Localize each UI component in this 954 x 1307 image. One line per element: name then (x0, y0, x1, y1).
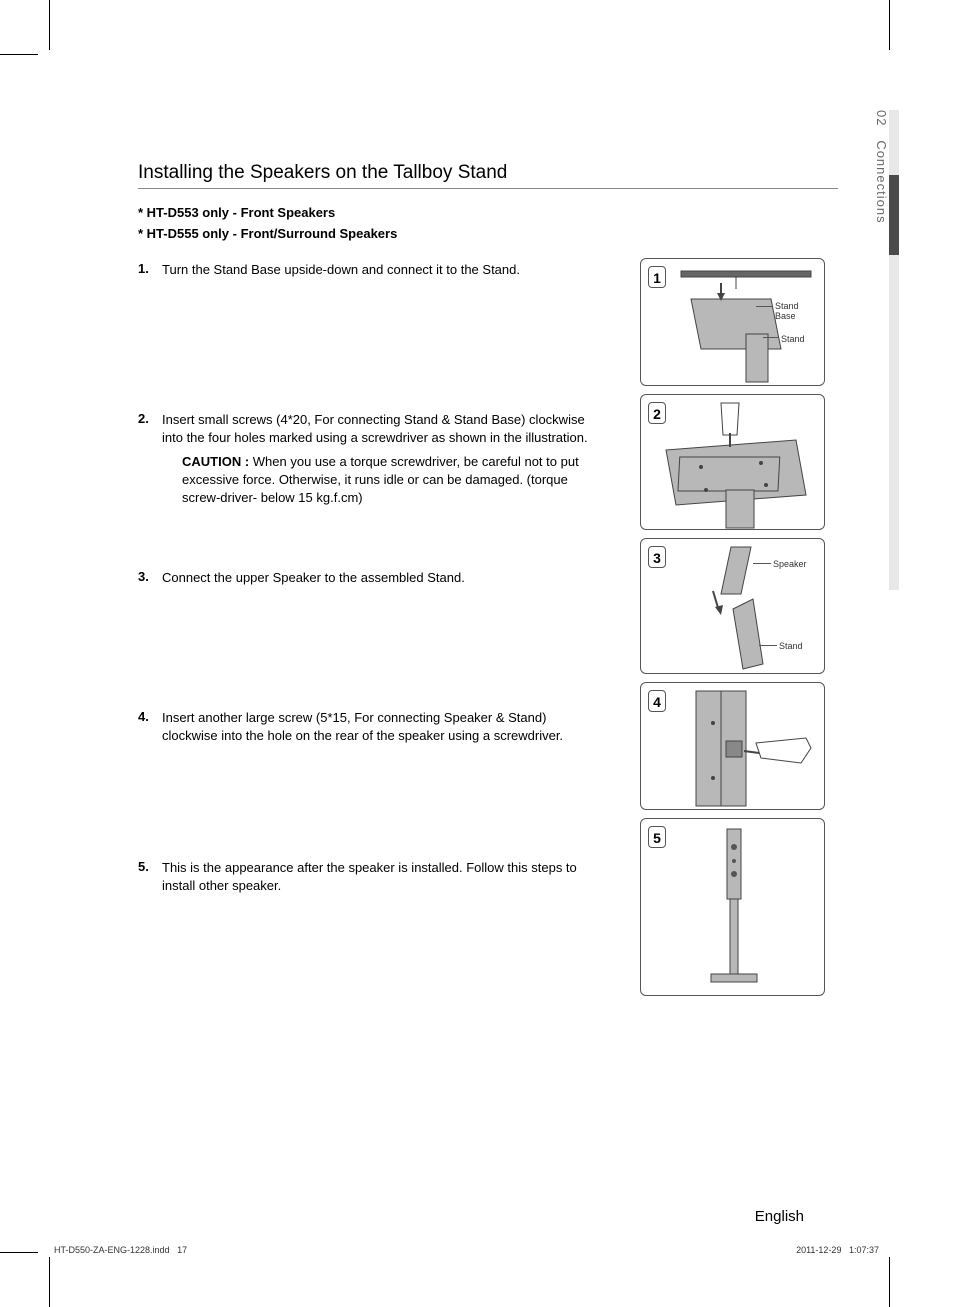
crop-mark (889, 0, 890, 50)
chapter-name: Connections (874, 140, 889, 223)
chapter-number: 02 (874, 110, 889, 126)
diagram-number: 5 (648, 826, 666, 848)
step-number: 4. (138, 709, 162, 724)
diagram-panel: 3 Speaker Stand (640, 538, 825, 674)
diagrams-column: 1 StandBaseStand2 3 SpeakerStand4 (640, 258, 825, 1004)
leader-line (763, 337, 779, 338)
crop-mark (0, 54, 38, 55)
diagram-panel: 1 StandBaseStand (640, 258, 825, 386)
diagram-label: Stand (779, 641, 803, 651)
subnote: * HT-D553 only - Front Speakers (138, 203, 838, 224)
step-number: 5. (138, 859, 162, 874)
diagram-number: 4 (648, 690, 666, 712)
chapter-label: 02 Connections (874, 110, 889, 224)
leader-line (753, 563, 771, 564)
diagram-panel: 5 (640, 818, 825, 996)
section-title: Installing the Speakers on the Tallboy S… (138, 162, 838, 189)
step-text: Insert another large screw (5*15, For co… (162, 709, 602, 745)
subnotes: * HT-D553 only - Front Speakers * HT-D55… (138, 203, 838, 245)
footer-date: 2011-12-29 1:07:37 (796, 1245, 879, 1255)
language-label: English (755, 1208, 804, 1225)
step-number: 3. (138, 569, 162, 584)
diagram-label: Stand (775, 301, 799, 311)
crop-mark (49, 0, 50, 50)
step-number: 2. (138, 411, 162, 426)
diagram-label: Speaker (773, 559, 807, 569)
footer-file: HT-D550-ZA-ENG-1228.indd 17 (54, 1245, 187, 1255)
subnote: * HT-D555 only - Front/Surround Speakers (138, 224, 838, 245)
crop-mark (0, 1252, 38, 1253)
diagram-panel: 4 (640, 682, 825, 810)
diagram-label: Base (775, 311, 796, 321)
diagram-label: Stand (781, 334, 805, 344)
step-text: This is the appearance after the speaker… (162, 859, 602, 895)
side-tab-highlight (889, 175, 899, 255)
step-text: Turn the Stand Base upside-down and conn… (162, 261, 602, 279)
leader-line (759, 645, 777, 646)
crop-mark (49, 1257, 50, 1307)
crop-mark (889, 1257, 890, 1307)
caution-block: CAUTION : When you use a torque screwdri… (182, 453, 592, 508)
step-number: 1. (138, 261, 162, 276)
diagram-panel: 2 (640, 394, 825, 530)
step-text: Connect the upper Speaker to the assembl… (162, 569, 602, 587)
diagram-number: 2 (648, 402, 666, 424)
step-text: Insert small screws (4*20, For connectin… (162, 411, 602, 508)
leader-line (756, 306, 772, 307)
diagram-number: 3 (648, 546, 666, 568)
diagram-number: 1 (648, 266, 666, 288)
